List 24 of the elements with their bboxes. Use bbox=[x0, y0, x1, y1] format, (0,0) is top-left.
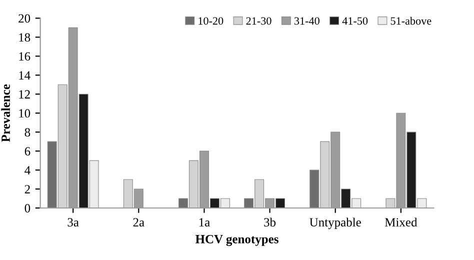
y-tick-label: 2 bbox=[24, 185, 30, 194]
y-tick-label: 0 bbox=[24, 204, 30, 212]
y-tick-label: 20 bbox=[18, 14, 30, 23]
y-tick-label: 10 bbox=[19, 109, 30, 118]
x-tick-label: Mixed bbox=[384, 218, 418, 227]
y-tick-label: 4 bbox=[24, 166, 30, 174]
y-tick-label: 8 bbox=[24, 128, 30, 137]
x-tick-label: Untypable bbox=[310, 218, 361, 230]
x-tick-label: 3a bbox=[68, 218, 79, 227]
legend-label: 51-above bbox=[390, 16, 432, 25]
y-tick-label: 14 bbox=[19, 71, 30, 80]
x-tick-label: 1a bbox=[199, 218, 210, 227]
legend-label: 10-20 bbox=[198, 17, 224, 25]
y-tick-label: 6 bbox=[24, 147, 30, 156]
y-tick-label: 16 bbox=[19, 52, 30, 61]
legend-label: 21-30 bbox=[246, 17, 272, 25]
x-tick-label: 2a bbox=[133, 218, 144, 227]
y-axis-title: Prevalence bbox=[1, 84, 10, 142]
x-tick-label: 3b bbox=[264, 218, 276, 227]
legend-label: 41-50 bbox=[342, 17, 368, 25]
x-axis-title: HCV genotypes bbox=[195, 234, 278, 246]
y-tick-label: 12 bbox=[19, 90, 30, 98]
y-tick-label: 18 bbox=[19, 33, 30, 42]
legend-label: 31-40 bbox=[294, 17, 320, 25]
